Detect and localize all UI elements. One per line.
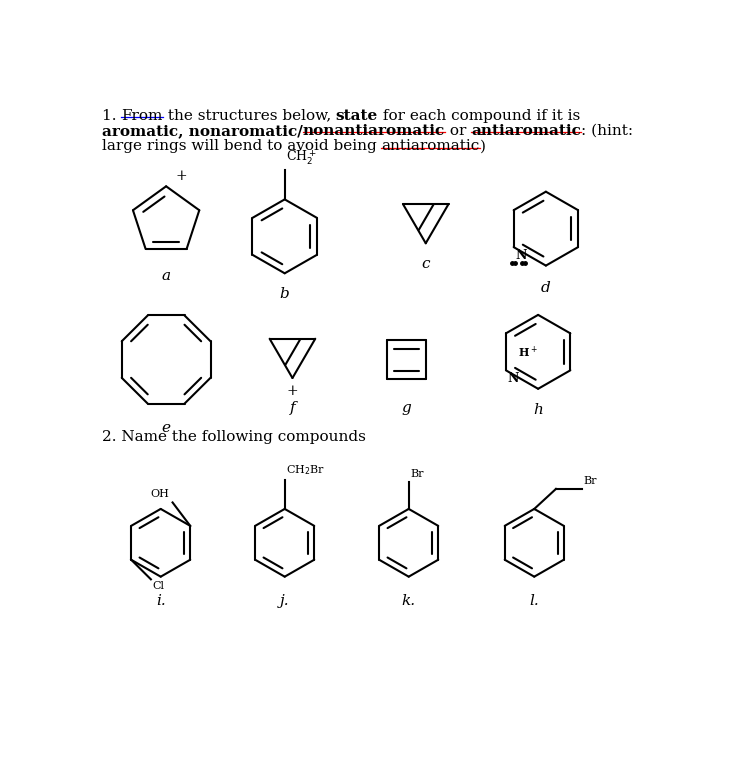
Text: l.: l.: [529, 594, 539, 608]
Text: e: e: [161, 421, 171, 435]
Text: c: c: [422, 257, 430, 271]
Text: N: N: [508, 372, 519, 385]
Text: 2. Name the following compounds: 2. Name the following compounds: [102, 431, 366, 445]
Text: a: a: [161, 269, 171, 283]
Text: CH$_2$Br: CH$_2$Br: [286, 462, 326, 476]
Text: antiaromatic: antiaromatic: [381, 140, 480, 154]
Text: +: +: [286, 384, 298, 398]
Text: aromatic, nonaromatic/: aromatic, nonaromatic/: [102, 124, 303, 138]
Text: j.: j.: [280, 594, 289, 608]
Text: Cl: Cl: [152, 581, 164, 591]
Text: Br: Br: [410, 469, 424, 479]
Text: ): ): [480, 140, 485, 154]
Text: g: g: [402, 401, 411, 415]
Text: OH: OH: [150, 490, 169, 500]
Text: for each compound if it is: for each compound if it is: [378, 109, 580, 123]
Text: k.: k.: [402, 594, 416, 608]
Text: From: From: [121, 109, 163, 123]
Text: h: h: [534, 403, 543, 417]
Text: b: b: [280, 287, 289, 301]
Text: nonantiaromatic: nonantiaromatic: [303, 124, 445, 138]
Text: CH$_2^+$: CH$_2^+$: [286, 148, 317, 167]
Text: or: or: [445, 124, 471, 138]
Text: f: f: [289, 401, 295, 415]
Text: state: state: [336, 109, 378, 123]
Text: +: +: [175, 169, 187, 183]
Text: i.: i.: [156, 594, 166, 608]
Text: the structures below,: the structures below,: [163, 109, 336, 123]
Text: H$^+$: H$^+$: [518, 345, 538, 359]
Text: antiaromatic: antiaromatic: [471, 124, 581, 138]
Text: : (hint:: : (hint:: [581, 124, 633, 138]
Text: large rings will bend to avoid being: large rings will bend to avoid being: [102, 140, 381, 154]
Text: Br: Br: [584, 476, 597, 486]
Text: 1.: 1.: [102, 109, 121, 123]
Text: N: N: [515, 248, 527, 262]
Text: d: d: [541, 281, 551, 295]
